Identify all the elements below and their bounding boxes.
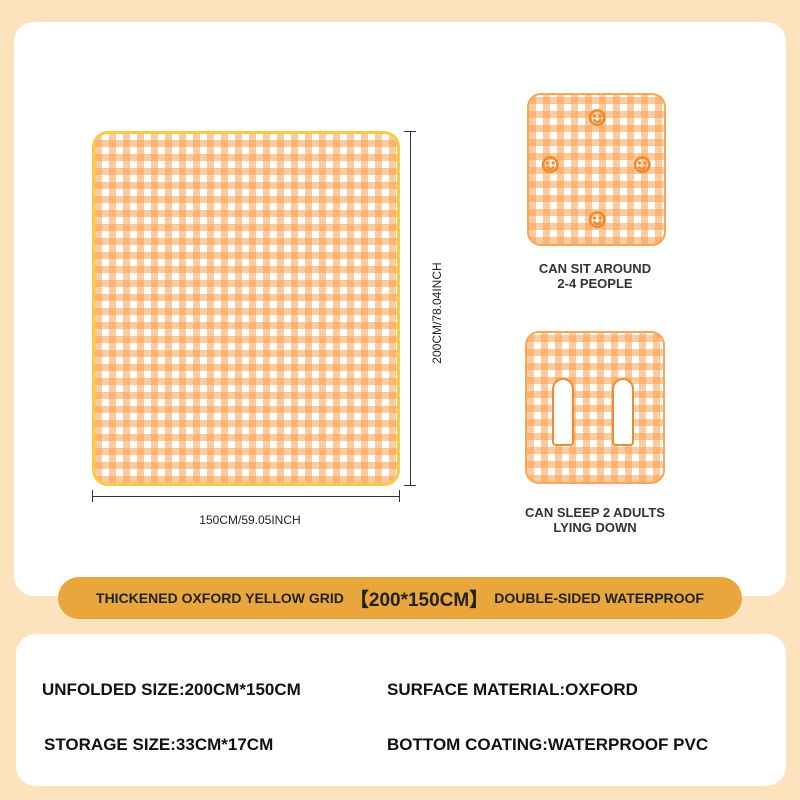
height-label: 200CM/78.04INCH [430,262,444,364]
height-tick-top [404,131,416,132]
sitting-person-icon: ☺ [536,148,564,178]
specs-card [16,634,786,786]
blanket-image [92,131,400,486]
sitting-person-icon: ☺ [583,203,611,233]
lying-person-icon [612,378,634,446]
width-dimension-line [92,496,400,497]
feature-caption-sleep: CAN SLEEP 2 ADULTS LYING DOWN [505,505,685,535]
lying-illustration [525,331,665,484]
sitting-person-icon: ☺ [583,101,611,131]
spec-unfolded-size: UNFOLDED SIZE:200CM*150CM [42,680,301,699]
height-dimension-line [410,131,411,486]
width-label: 150CM/59.05INCH [199,513,301,527]
banner-size-text: 【200*150CM】 [349,589,489,611]
sitting-illustration: ☺ ☺ ☺ ☺ [527,93,666,246]
caption-line: 2-4 PEOPLE [557,276,633,291]
spec-surface-material: SURFACE MATERIAL:OXFORD [387,680,638,699]
feature-caption-sit: CAN SIT AROUND 2-4 PEOPLE [510,261,680,291]
spec-bottom-coating: BOTTOM COATING:WATERPROOF PVC [387,735,709,754]
banner-right-text: DOUBLE-SIDED WATERPROOF [494,590,704,606]
width-tick-right [399,490,400,502]
caption-line: CAN SIT AROUND [538,261,652,276]
caption-line: LYING DOWN [553,520,637,535]
width-tick-left [92,490,93,502]
height-tick-bottom [404,485,416,486]
caption-line: CAN SLEEP 2 ADULTS [525,505,665,520]
banner-left-text: THICKENED OXFORD YELLOW GRID [96,590,344,606]
product-banner: THICKENED OXFORD YELLOW GRID 【200*150CM】… [58,577,742,619]
sitting-person-icon: ☺ [628,148,656,178]
spec-storage-size: STORAGE SIZE:33CM*17CM [44,735,274,754]
lying-person-icon [552,378,574,446]
